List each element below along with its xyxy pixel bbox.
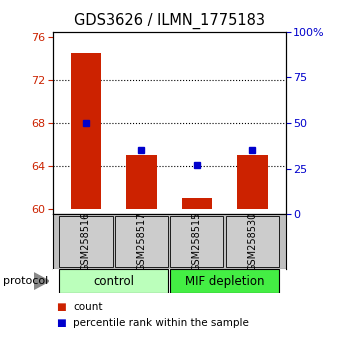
Bar (115, 216, 168, 267)
Bar (59, 269, 168, 293)
Text: GSM258515: GSM258515 (192, 212, 202, 271)
Text: protocol: protocol (3, 276, 49, 286)
Polygon shape (34, 273, 49, 289)
Bar (182, 198, 212, 209)
Bar (170, 216, 223, 267)
Text: MIF depletion: MIF depletion (185, 275, 265, 287)
Text: ■: ■ (56, 302, 66, 312)
Text: percentile rank within the sample: percentile rank within the sample (73, 318, 249, 328)
Title: GDS3626 / ILMN_1775183: GDS3626 / ILMN_1775183 (74, 13, 265, 29)
Bar (59, 216, 113, 267)
Bar (226, 216, 279, 267)
Text: ■: ■ (56, 318, 66, 328)
Text: control: control (93, 275, 134, 287)
Bar (170, 269, 279, 293)
Text: GSM258516: GSM258516 (81, 212, 91, 271)
Bar (237, 155, 268, 209)
Text: GSM258530: GSM258530 (247, 212, 257, 271)
Text: GSM258517: GSM258517 (136, 212, 147, 271)
Text: count: count (73, 302, 103, 312)
Bar (71, 53, 101, 209)
Bar (126, 155, 157, 209)
